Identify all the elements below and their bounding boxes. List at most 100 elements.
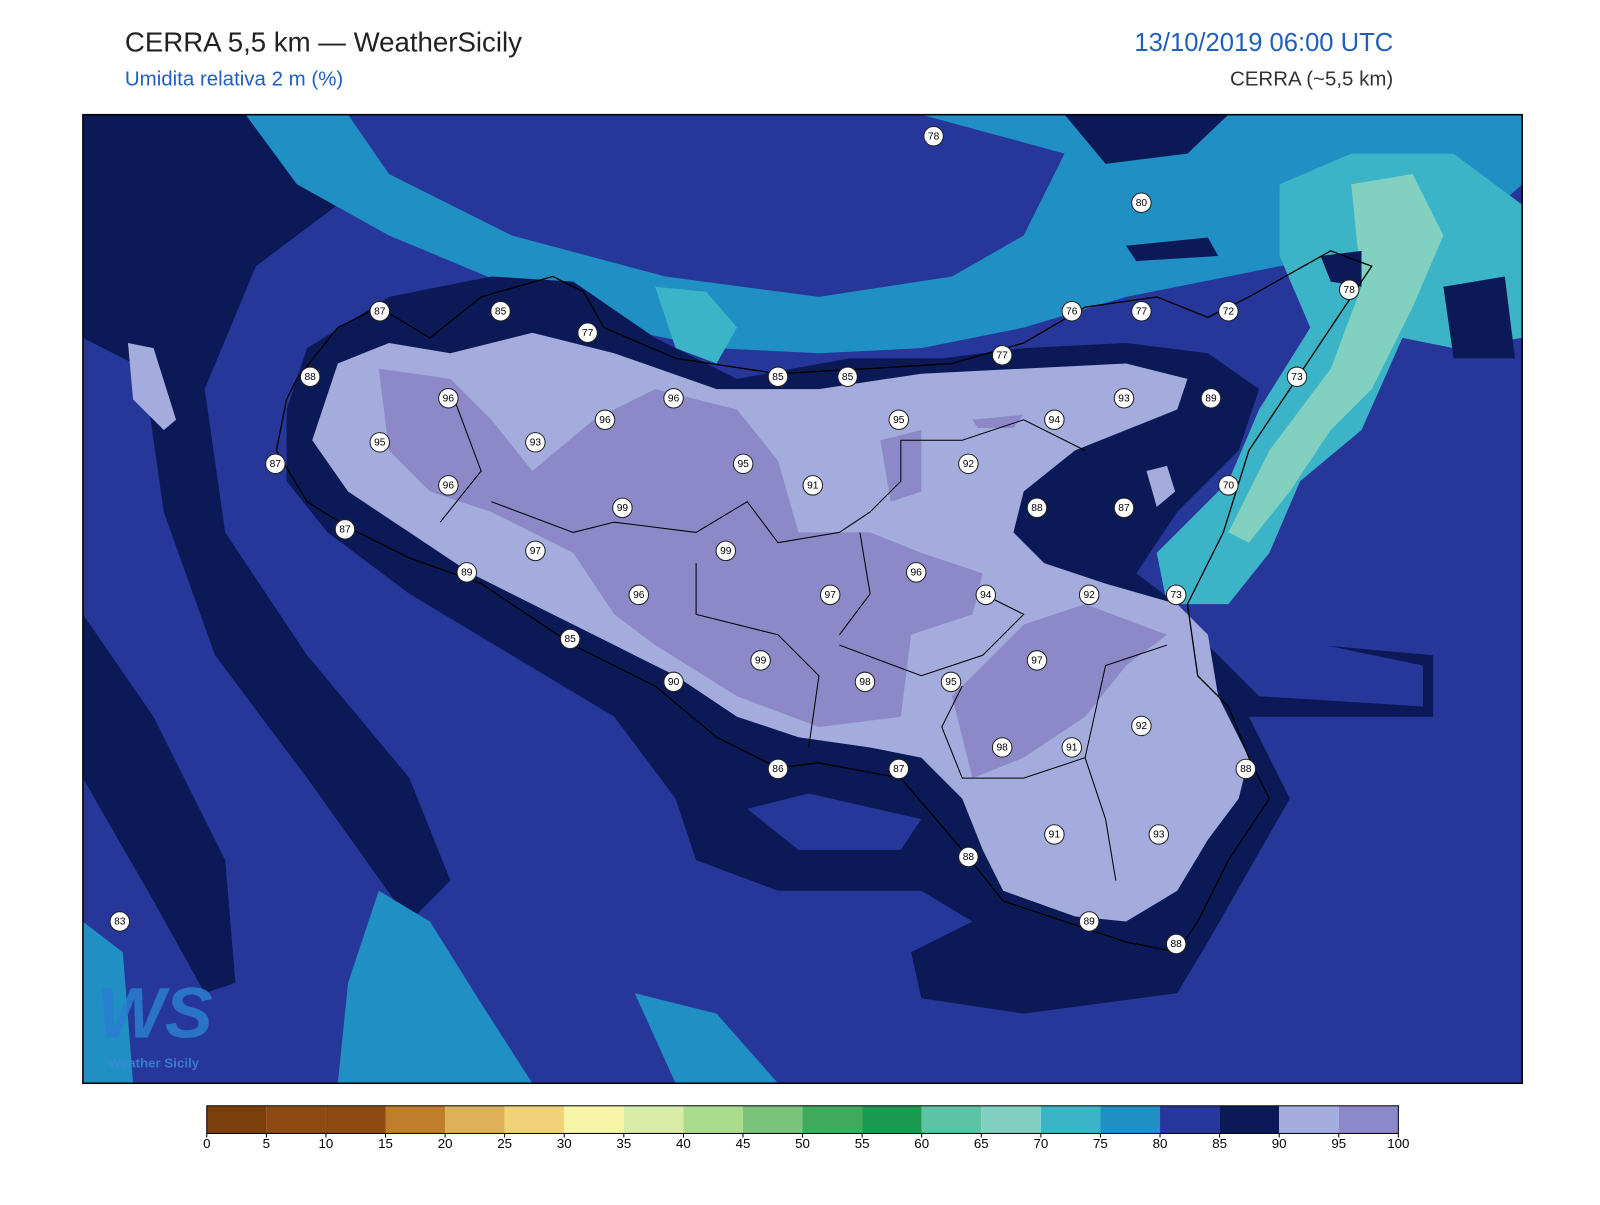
station-value: 72 [1223, 306, 1235, 317]
station-value: 87 [339, 525, 351, 536]
colorbar-tick-label: 85 [1212, 1136, 1227, 1151]
station-marker [888, 409, 910, 431]
station-marker [628, 584, 650, 606]
field-85 [82, 614, 236, 994]
colorbar-tick-label: 30 [557, 1136, 572, 1151]
field-75 [82, 921, 134, 1084]
station-value: 93 [1153, 830, 1165, 841]
colorbar-tick-label: 35 [616, 1136, 631, 1151]
colorbar-band [862, 1105, 922, 1134]
station-value: 95 [737, 459, 749, 470]
station-value: 95 [945, 677, 957, 688]
subtitle: Umidita relativa 2 m (%) [125, 67, 343, 90]
field-95 [972, 414, 1024, 428]
logo: WS Weather Sicily [97, 974, 213, 1071]
field-95 [952, 604, 1167, 779]
station-value: 88 [1240, 764, 1252, 775]
colorbar-band [1160, 1105, 1220, 1134]
colorbar-tick-label: 10 [319, 1136, 334, 1151]
station-marker [525, 540, 546, 562]
colorbar-tick-label: 90 [1272, 1136, 1287, 1151]
station-value: 89 [461, 568, 473, 579]
field-80 [747, 793, 922, 850]
station-marker [438, 388, 459, 409]
station-marker [1235, 758, 1257, 780]
station-marker [1061, 301, 1083, 322]
logo-mark: WS [97, 974, 213, 1054]
station-marker [1148, 824, 1170, 845]
station-value: 77 [582, 328, 594, 339]
field-90 [1146, 465, 1176, 507]
station-marker [1200, 388, 1222, 409]
station-marker [854, 671, 876, 693]
colorbar-band [504, 1105, 565, 1134]
station-marker [802, 475, 824, 496]
station-marker [750, 650, 771, 671]
station-value: 80 [1136, 198, 1148, 209]
station-marker [577, 322, 598, 344]
colorbar-tick-label: 50 [795, 1136, 810, 1151]
field-75 [634, 993, 778, 1084]
station-marker [1218, 301, 1239, 322]
station-value: 88 [1031, 503, 1043, 514]
station-value: 96 [599, 415, 611, 426]
station-marker [958, 453, 979, 475]
colorbar-band [445, 1105, 505, 1134]
colorbar-band [1279, 1105, 1339, 1134]
station-marker [265, 453, 286, 475]
station-value: 85 [842, 372, 854, 383]
colorbar-tick-label: 80 [1153, 1136, 1168, 1151]
boundary [439, 388, 1168, 881]
station-marker [663, 671, 684, 693]
station-value: 88 [1171, 939, 1183, 950]
station-marker [1061, 737, 1083, 758]
station-marker [1338, 279, 1360, 300]
datetime: 13/10/2019 06:00 UTC [1134, 29, 1393, 57]
station-marker [1165, 584, 1187, 606]
station-value: 73 [1171, 590, 1183, 601]
station-marker [991, 345, 1013, 366]
colorbar-tick-label: 45 [736, 1136, 751, 1151]
colorbar-band [1040, 1105, 1101, 1134]
station-value: 94 [1049, 415, 1061, 426]
station-value: 93 [1118, 394, 1130, 405]
station-value: 96 [443, 481, 455, 492]
station-value: 98 [859, 677, 871, 688]
field-75 [337, 890, 533, 1084]
field-65 [1228, 174, 1444, 543]
station-value: 77 [996, 351, 1008, 362]
station-marker [819, 584, 841, 606]
station-value: 96 [910, 568, 922, 579]
colorbar-band [1338, 1105, 1399, 1134]
station-marker [1218, 475, 1239, 496]
station-marker [888, 758, 910, 780]
station-marker [1078, 584, 1100, 606]
station-value: 96 [633, 590, 645, 601]
station-value: 96 [443, 394, 455, 405]
colorbar-tick-label: 55 [855, 1136, 870, 1151]
stations: 78 80 87 85 77 76 77 72 78 77 88 85 85 73 96 96 93 89 95 94… [109, 125, 1360, 955]
station-value: 87 [893, 764, 905, 775]
title: CERRA 5,5 km — WeatherSicily [125, 26, 522, 57]
station-value: 87 [1118, 503, 1130, 514]
station-value: 91 [807, 481, 819, 492]
station-marker [109, 911, 131, 932]
station-value: 70 [1223, 481, 1235, 492]
colorbar-tick-label: 100 [1387, 1136, 1409, 1151]
field-85 [1320, 250, 1362, 287]
colorbar-band [564, 1105, 624, 1134]
model: CERRA (~5,5 km) [1230, 67, 1393, 90]
colorbar-tick-label: 60 [914, 1136, 929, 1151]
station-value: 87 [374, 306, 386, 317]
station-value: 99 [755, 656, 767, 667]
station-value: 98 [996, 743, 1008, 754]
colorbar-tick-label: 75 [1093, 1136, 1108, 1151]
station-marker [594, 409, 616, 431]
logo-name: Weather Sicily [109, 1055, 200, 1070]
station-marker [1286, 366, 1308, 388]
station-value: 95 [893, 415, 905, 426]
station-value: 95 [374, 438, 386, 449]
colorbar-band [921, 1105, 982, 1134]
field-85 [82, 114, 451, 922]
